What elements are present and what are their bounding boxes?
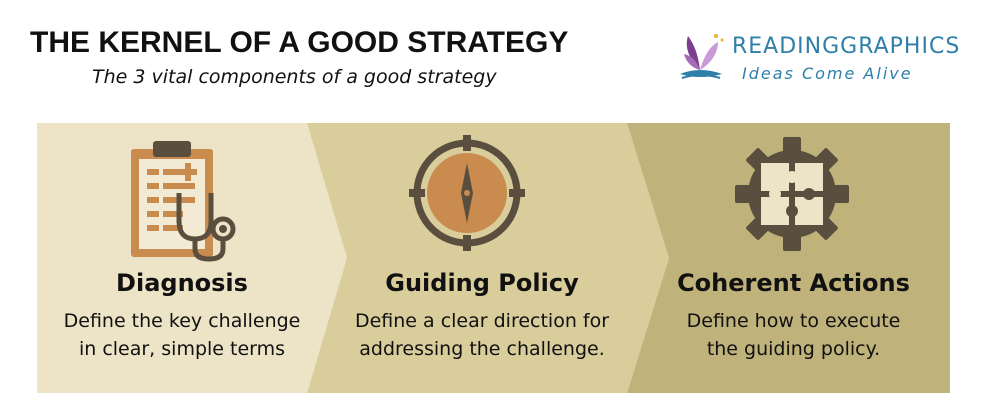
desc-line: Define the key challenge bbox=[63, 310, 301, 332]
panel-1-background bbox=[37, 123, 347, 393]
panel-heading: Guiding Policy bbox=[385, 269, 579, 297]
panel-diagnosis: Diagnosis Define the key challenge in cl… bbox=[37, 123, 327, 393]
panel-guiding-policy: Guiding Policy Define a clear direction … bbox=[327, 123, 637, 393]
brand-logo: READINGGRAPHICS Ideas Come Alive bbox=[676, 30, 959, 90]
panel-coherent-actions: Coherent Actions Define how to execute t… bbox=[637, 123, 950, 393]
chevron-background bbox=[37, 123, 950, 393]
butterfly-book-icon bbox=[680, 34, 724, 79]
page-subtitle: The 3 vital components of a good strateg… bbox=[92, 66, 497, 88]
brand-name: READINGGRAPHICS bbox=[732, 34, 961, 59]
panel-description: Define the key challenge in clear, simpl… bbox=[37, 307, 327, 363]
strategy-components: Diagnosis Define the key challenge in cl… bbox=[37, 123, 950, 393]
desc-line: in clear, simple terms bbox=[78, 338, 286, 360]
panel-2-background bbox=[307, 123, 669, 393]
page-title: THE KERNEL OF A GOOD STRATEGY bbox=[30, 26, 569, 59]
panel-3-background bbox=[627, 123, 950, 393]
desc-line: addressing the challenge. bbox=[359, 338, 605, 360]
desc-line: Define a clear direction for bbox=[354, 310, 610, 332]
panel-description: Define a clear direction for addressing … bbox=[327, 307, 637, 363]
panel-heading: Coherent Actions bbox=[677, 269, 910, 297]
compass-icon bbox=[409, 135, 525, 251]
panel-description: Define how to execute the guiding policy… bbox=[637, 307, 950, 363]
desc-line: Define how to execute bbox=[686, 310, 901, 332]
desc-line: the guiding policy. bbox=[706, 338, 881, 360]
clipboard-stethoscope-icon bbox=[131, 141, 236, 262]
puzzle-gear-icon bbox=[735, 137, 849, 251]
panel-heading: Diagnosis bbox=[116, 269, 248, 297]
brand-tagline: Ideas Come Alive bbox=[742, 64, 913, 83]
